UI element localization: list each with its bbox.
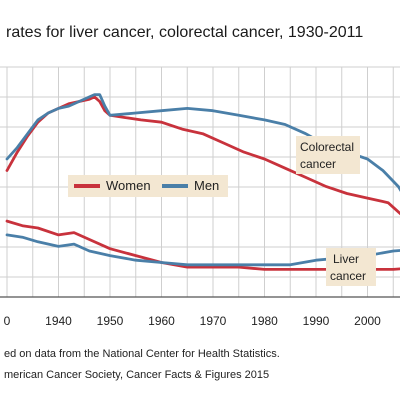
annotation-liver-box (326, 248, 376, 286)
source-note-line2: merican Cancer Society, Cancer Facts & F… (4, 369, 269, 381)
x-tick-label: 1980 (251, 314, 278, 328)
legend-women-label: Women (106, 178, 151, 193)
grid-horizontal (0, 66, 400, 278)
annotation-colorectal-line1: Colorectal (300, 140, 354, 154)
annotation-colorectal-box (296, 136, 360, 174)
x-tick-label: 1940 (45, 314, 72, 328)
legend-men-label: Men (194, 178, 219, 193)
annotation-liver-line2: cancer (330, 269, 366, 283)
x-tick-label: 1990 (303, 314, 330, 328)
chart-title: rates for liver cancer, colorectal cance… (6, 24, 363, 41)
source-note-line1: ed on data from the National Center for … (4, 348, 280, 360)
x-tick-label: 2000 (354, 314, 381, 328)
x-tick-label: 1970 (200, 314, 227, 328)
annotation-colorectal: Colorectal cancer (296, 136, 360, 174)
x-tick-label: 1960 (148, 314, 175, 328)
annotation-liver-line1: Liver (333, 252, 359, 266)
legend-box (68, 175, 228, 197)
x-tick-label: 0 (4, 314, 11, 328)
x-tick-label: 1950 (97, 314, 124, 328)
x-tick-labels: 0 1940 1950 1960 1970 1980 1990 2000 (4, 314, 382, 328)
legend: Women Men (68, 175, 228, 197)
plot-area: 0 1940 1950 1960 1970 1980 1990 2000 (0, 66, 400, 328)
annotation-liver: Liver cancer (326, 248, 376, 286)
annotation-colorectal-line2: cancer (300, 157, 336, 171)
